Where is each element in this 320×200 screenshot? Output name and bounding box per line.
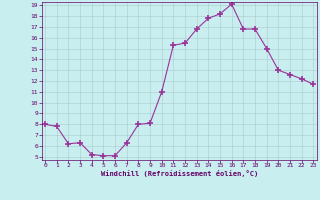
X-axis label: Windchill (Refroidissement éolien,°C): Windchill (Refroidissement éolien,°C)	[100, 170, 258, 177]
